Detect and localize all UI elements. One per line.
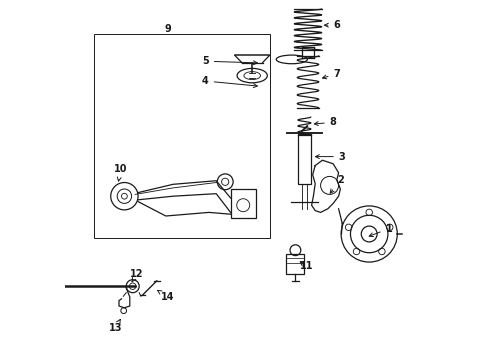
Text: 4: 4 [202, 76, 257, 87]
Text: 13: 13 [109, 319, 122, 333]
Text: 2: 2 [330, 175, 344, 193]
Text: 6: 6 [324, 20, 340, 30]
Text: 5: 5 [202, 56, 257, 66]
Text: 7: 7 [322, 69, 340, 79]
Text: 10: 10 [114, 164, 127, 181]
Bar [94, 34, 270, 238]
Text: 9: 9 [164, 24, 171, 34]
Bar [231, 189, 256, 218]
Text: 8: 8 [315, 117, 337, 127]
Text: 12: 12 [130, 269, 144, 282]
Bar [298, 134, 311, 184]
Text: 11: 11 [299, 261, 313, 271]
Text: 1: 1 [369, 224, 392, 237]
Text: 3: 3 [316, 152, 345, 162]
Text: 14: 14 [158, 291, 174, 302]
Bar [286, 254, 304, 274]
